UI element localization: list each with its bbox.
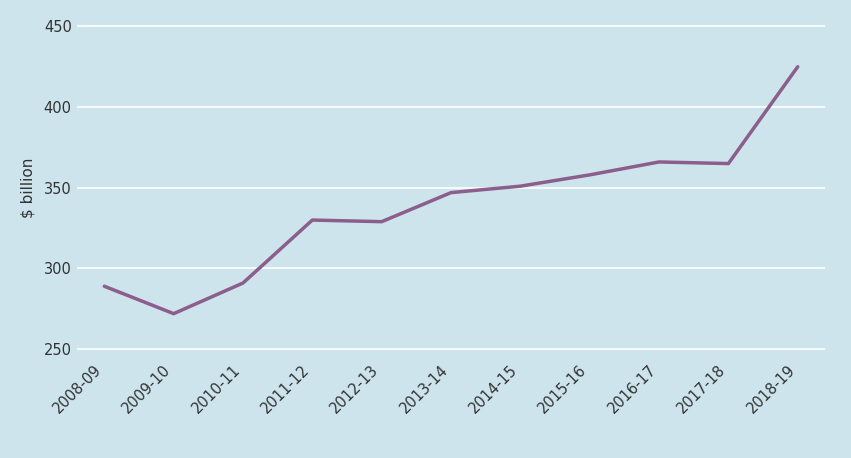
Y-axis label: $ billion: $ billion	[20, 158, 36, 218]
